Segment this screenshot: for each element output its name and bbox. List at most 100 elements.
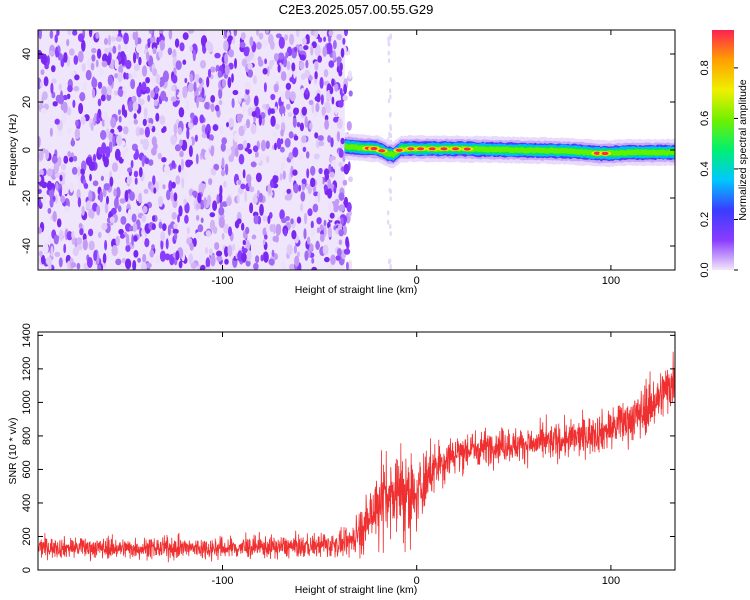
noise-blob bbox=[303, 228, 307, 240]
noise-blob bbox=[327, 188, 333, 199]
noise-blob bbox=[188, 137, 192, 149]
noise-blob bbox=[47, 235, 53, 244]
noise-blob bbox=[178, 107, 185, 118]
noise-blob bbox=[182, 32, 189, 40]
noise-blob bbox=[201, 124, 206, 134]
noise-blob bbox=[305, 59, 309, 69]
noise-blob bbox=[193, 81, 197, 93]
noise-blob bbox=[142, 118, 147, 127]
noise-blob bbox=[291, 230, 297, 240]
noise-blob bbox=[293, 68, 297, 79]
noise-blob bbox=[214, 242, 220, 251]
noise-blob bbox=[159, 39, 165, 51]
noise-blob bbox=[123, 126, 129, 135]
noise-blob bbox=[62, 183, 69, 195]
noise-blob bbox=[117, 44, 121, 51]
noise-blob bbox=[304, 250, 309, 261]
noise-blob bbox=[143, 107, 148, 119]
noise-blob bbox=[259, 203, 264, 216]
noise-blob bbox=[135, 207, 139, 216]
noise-blob bbox=[80, 115, 86, 125]
noise-blob bbox=[250, 123, 257, 135]
noise-blob bbox=[114, 58, 119, 70]
noise-blob bbox=[334, 83, 339, 92]
noise-blob bbox=[266, 155, 270, 164]
noise-blob bbox=[232, 89, 239, 96]
noise-blob bbox=[153, 142, 158, 150]
noise-blob bbox=[231, 73, 234, 83]
noise-blob bbox=[266, 66, 270, 77]
noise-blob bbox=[254, 157, 261, 164]
noise-blob bbox=[243, 124, 247, 131]
noise-blob bbox=[106, 195, 109, 205]
noise-blob bbox=[174, 38, 180, 48]
noise-blob bbox=[134, 177, 138, 185]
noise-blob bbox=[219, 125, 224, 135]
noise-blob bbox=[114, 197, 119, 209]
noise-blob bbox=[76, 237, 83, 245]
noise-blob bbox=[144, 157, 150, 165]
noise-blob bbox=[228, 226, 232, 237]
noise-blob bbox=[144, 126, 150, 138]
noise-blob bbox=[188, 145, 193, 158]
spectrogram-signal-band bbox=[344, 132, 675, 169]
noise-blob bbox=[54, 172, 61, 178]
noise-blob bbox=[108, 132, 113, 142]
noise-blob bbox=[66, 38, 70, 47]
noise-blob bbox=[277, 64, 281, 73]
noise-blob bbox=[338, 239, 343, 245]
noise-blob bbox=[147, 94, 151, 102]
noise-blob bbox=[328, 60, 335, 68]
noise-blob bbox=[317, 135, 324, 141]
noise-blob bbox=[271, 189, 275, 199]
noise-blob bbox=[117, 72, 123, 83]
noise-blob bbox=[56, 30, 60, 36]
noise-blob bbox=[204, 126, 209, 135]
noise-blob bbox=[188, 253, 193, 265]
y-tick-label: -20 bbox=[21, 190, 33, 206]
noise-blob bbox=[284, 138, 291, 148]
noise-blob bbox=[228, 117, 235, 128]
noise-blob bbox=[290, 158, 294, 168]
noise-blob bbox=[108, 47, 113, 53]
noise-blob bbox=[182, 59, 187, 65]
noise-blob bbox=[179, 139, 183, 147]
noise-blob bbox=[70, 262, 77, 268]
noise-blob bbox=[82, 239, 88, 251]
colorbar-tick-label: 0.4 bbox=[699, 161, 711, 176]
noise-blob bbox=[40, 69, 45, 75]
noise-blob bbox=[338, 148, 344, 158]
noise-blob bbox=[258, 192, 263, 203]
noise-blob bbox=[273, 83, 279, 93]
noise-blob bbox=[162, 184, 166, 190]
noise-blob bbox=[257, 190, 260, 196]
noise-blob bbox=[108, 34, 111, 46]
noise-blob bbox=[77, 197, 82, 208]
noise-blob bbox=[311, 257, 315, 264]
noise-blob bbox=[292, 169, 298, 176]
noise-blob bbox=[329, 86, 334, 95]
noise-blob bbox=[111, 245, 118, 257]
noise-blob bbox=[218, 87, 223, 100]
noise-blob bbox=[337, 248, 342, 257]
noise-blob bbox=[285, 216, 290, 221]
noise-blob bbox=[242, 139, 248, 149]
noise-blob bbox=[318, 167, 323, 175]
noise-blob bbox=[91, 54, 96, 62]
noise-blob bbox=[173, 192, 178, 202]
noise-blob bbox=[314, 30, 319, 39]
noise-blob bbox=[88, 228, 94, 237]
noise-blob bbox=[101, 118, 106, 127]
noise-blob bbox=[150, 35, 156, 45]
noise-blob bbox=[247, 148, 253, 155]
noise-blob bbox=[194, 73, 200, 84]
noise-blob bbox=[314, 44, 321, 57]
noise-blob bbox=[216, 254, 223, 262]
noise-blob bbox=[317, 55, 323, 63]
noise-blob bbox=[159, 30, 164, 34]
noise-blob bbox=[141, 65, 148, 77]
noise-blob bbox=[238, 125, 245, 137]
noise-blob bbox=[344, 30, 348, 37]
noise-blob bbox=[90, 122, 94, 132]
noise-blob bbox=[81, 39, 86, 52]
